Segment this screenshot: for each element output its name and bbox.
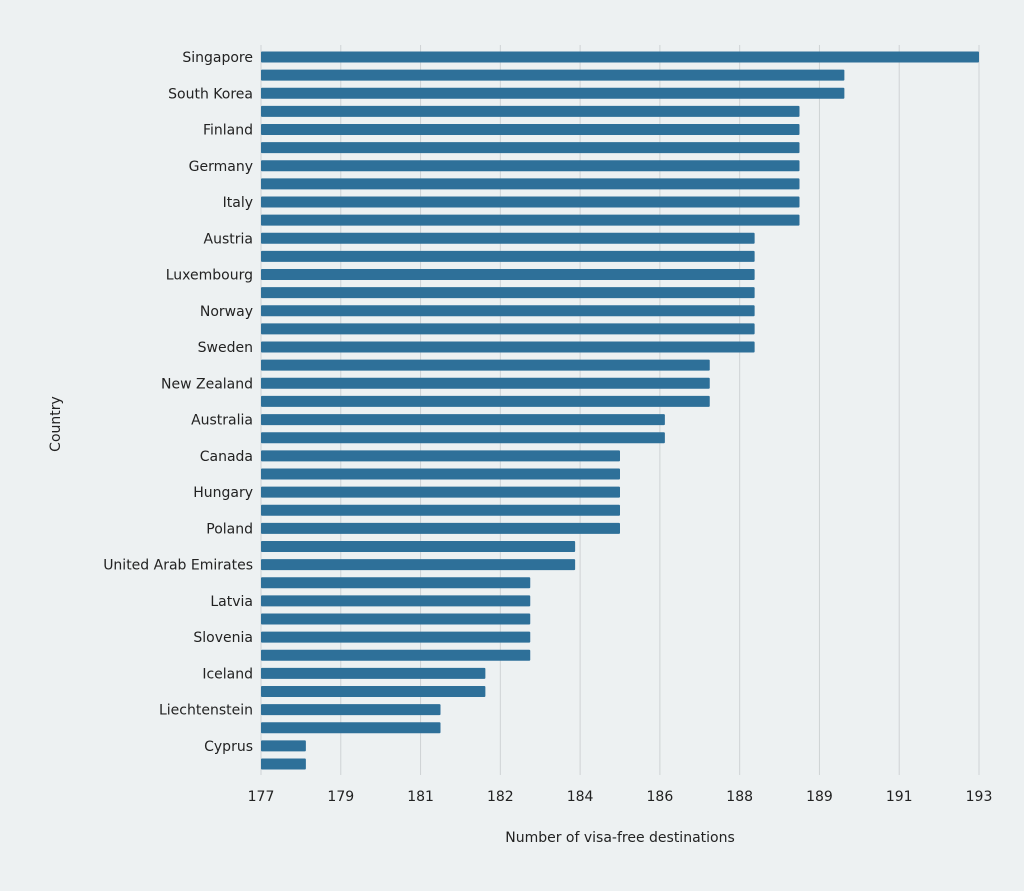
bar: [261, 124, 800, 136]
y-axis-label: Country: [48, 396, 64, 452]
bar: [261, 450, 620, 462]
x-tick-label: 181: [407, 789, 434, 805]
y-tick-labels: Singapore South Korea Finland Germany Italy A…: [103, 50, 253, 755]
x-tick-label: 191: [886, 789, 913, 805]
bar: [261, 178, 800, 190]
y-tick-label: Hungary: [193, 485, 253, 501]
bar: [261, 105, 800, 117]
bar: [261, 214, 800, 226]
bars: [261, 51, 979, 770]
bar: [261, 250, 755, 262]
bar: [261, 758, 306, 770]
bar: [261, 432, 665, 444]
y-tick-label: Italy: [223, 195, 253, 211]
bar: [261, 359, 710, 371]
bar: [261, 395, 710, 407]
y-tick-label: Australia: [191, 413, 253, 429]
bar: [261, 269, 755, 281]
bar: [261, 667, 486, 679]
y-tick-label: Latvia: [210, 594, 253, 610]
bar: [261, 613, 531, 625]
bar: [261, 160, 800, 172]
y-tick-label: Austria: [204, 231, 253, 247]
y-tick-label: Iceland: [202, 666, 253, 682]
x-tick-label: 193: [966, 789, 993, 805]
bar: [261, 685, 486, 697]
gridlines: [260, 45, 980, 775]
bar: [261, 196, 800, 208]
x-axis-label: Number of visa-free destinations: [505, 830, 735, 846]
y-tick-label: Cyprus: [204, 739, 253, 755]
y-tick-label: Finland: [203, 123, 253, 139]
bar: [261, 69, 845, 81]
bar: [261, 540, 576, 552]
bar: [261, 323, 755, 335]
bar: [261, 649, 531, 661]
bar: [261, 341, 755, 353]
bar: [261, 486, 620, 498]
bar: [261, 559, 576, 571]
bar: [261, 722, 441, 734]
x-tick-label: 186: [647, 789, 674, 805]
x-tick-label: 189: [806, 789, 833, 805]
bar: [261, 577, 531, 589]
y-tick-label: United Arab Emirates: [103, 558, 253, 574]
x-tick-label: 182: [487, 789, 514, 805]
bar: [261, 287, 755, 299]
x-tick-labels: 177 179 181 182 184 186 188 189 191 193: [248, 789, 993, 805]
bar: [261, 522, 620, 534]
x-tick-label: 184: [567, 789, 594, 805]
y-tick-label: Slovenia: [193, 630, 253, 646]
bar: [261, 504, 620, 516]
y-tick-label: Norway: [200, 304, 253, 320]
bar: [261, 87, 845, 99]
bar: [261, 305, 755, 317]
bar: [261, 51, 979, 63]
bar: [261, 740, 306, 752]
bar: [261, 468, 620, 480]
y-tick-label: Luxembourg: [166, 268, 253, 284]
x-tick-label: 179: [327, 789, 354, 805]
y-tick-label: Sweden: [198, 340, 253, 356]
x-tick-label: 177: [248, 789, 275, 805]
bar: [261, 704, 441, 716]
bar: [261, 414, 665, 426]
bar: [261, 595, 531, 607]
y-tick-label: Canada: [200, 449, 253, 465]
bar: [261, 631, 531, 643]
x-tick-label: 188: [726, 789, 753, 805]
bar: [261, 377, 710, 389]
y-tick-label: Singapore: [182, 50, 253, 66]
y-tick-label: Liechtenstein: [159, 703, 253, 719]
bar: [261, 142, 800, 154]
y-tick-label: South Korea: [168, 86, 253, 102]
y-tick-label: New Zealand: [161, 376, 253, 392]
bar: [261, 232, 755, 244]
y-tick-label: Poland: [206, 521, 253, 537]
y-tick-label: Germany: [189, 159, 253, 175]
